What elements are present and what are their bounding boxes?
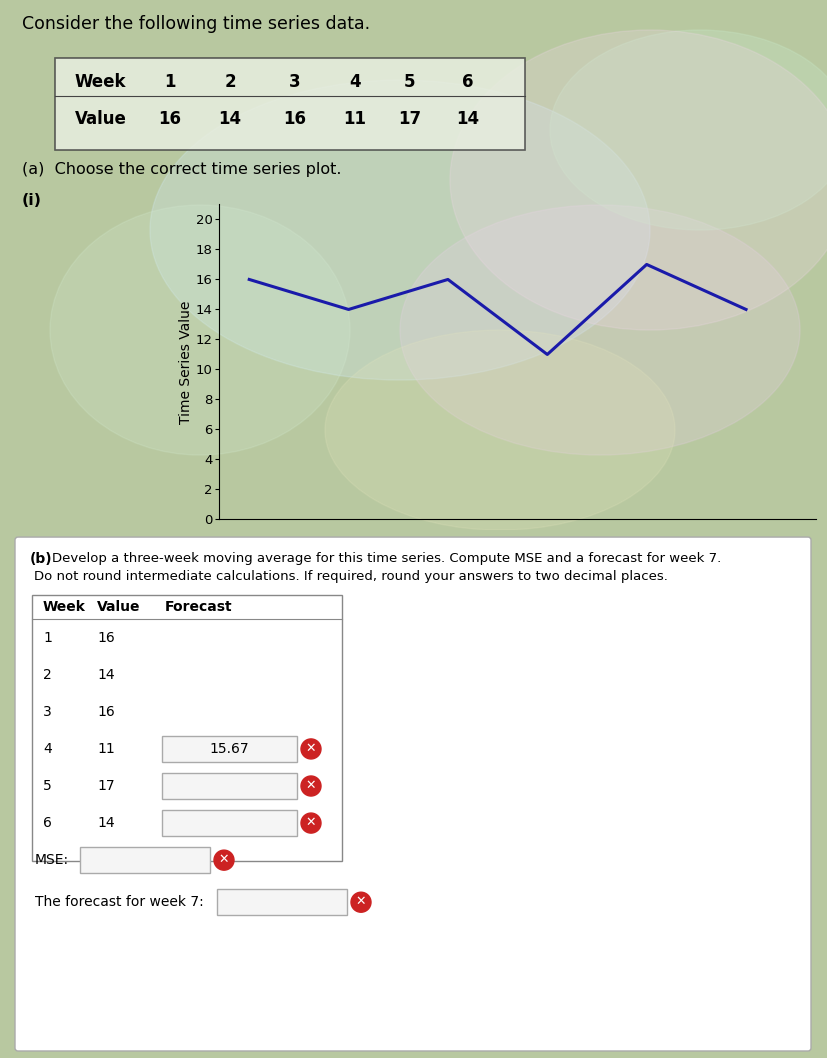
Text: Develop a three-week moving average for this time series. Compute MSE and a fore: Develop a three-week moving average for … — [52, 552, 720, 565]
Circle shape — [301, 776, 321, 796]
Text: (b): (b) — [30, 552, 53, 566]
Text: Value: Value — [97, 600, 141, 615]
Text: 14: 14 — [218, 110, 241, 128]
Y-axis label: Time Series Value: Time Series Value — [179, 300, 193, 423]
Text: 3: 3 — [289, 73, 300, 91]
Circle shape — [213, 851, 234, 870]
FancyBboxPatch shape — [80, 847, 210, 873]
Text: Value: Value — [75, 110, 127, 128]
Text: 5: 5 — [43, 779, 51, 794]
Circle shape — [301, 813, 321, 833]
Text: 14: 14 — [97, 668, 114, 681]
Text: 6: 6 — [43, 816, 52, 831]
FancyBboxPatch shape — [162, 736, 297, 762]
Text: 2: 2 — [43, 668, 51, 681]
Text: 17: 17 — [398, 110, 421, 128]
Ellipse shape — [325, 330, 674, 530]
Text: 3: 3 — [43, 705, 51, 718]
Text: Consider the following time series data.: Consider the following time series data. — [22, 15, 370, 33]
Ellipse shape — [399, 205, 799, 455]
Text: (i): (i) — [22, 193, 42, 208]
Text: 11: 11 — [97, 742, 115, 756]
FancyBboxPatch shape — [162, 773, 297, 799]
Text: ✕: ✕ — [356, 895, 366, 908]
Text: 16: 16 — [158, 110, 181, 128]
Text: 6: 6 — [461, 73, 473, 91]
Text: 16: 16 — [97, 631, 115, 644]
Text: 15.67: 15.67 — [209, 742, 249, 756]
Ellipse shape — [50, 205, 350, 455]
Ellipse shape — [449, 30, 827, 330]
FancyBboxPatch shape — [55, 58, 524, 150]
Circle shape — [351, 892, 370, 912]
FancyBboxPatch shape — [15, 537, 810, 1051]
Text: 16: 16 — [283, 110, 306, 128]
Text: ✕: ✕ — [218, 853, 229, 867]
FancyBboxPatch shape — [162, 810, 297, 836]
Text: 17: 17 — [97, 779, 114, 794]
FancyBboxPatch shape — [217, 889, 347, 915]
Text: MSE:: MSE: — [35, 853, 69, 868]
Text: Week: Week — [75, 73, 127, 91]
Text: 16: 16 — [97, 705, 115, 718]
Text: ✕: ✕ — [305, 816, 316, 829]
Text: 14: 14 — [456, 110, 479, 128]
Text: Do not round intermediate calculations. If required, round your answers to two d: Do not round intermediate calculations. … — [34, 570, 667, 583]
Text: ✕: ✕ — [305, 779, 316, 792]
Text: 4: 4 — [43, 742, 51, 756]
Text: Week: Week — [43, 600, 86, 615]
FancyBboxPatch shape — [32, 596, 342, 860]
Text: 2: 2 — [224, 73, 236, 91]
Text: Forecast: Forecast — [165, 600, 232, 615]
Text: 4: 4 — [349, 73, 361, 91]
Ellipse shape — [150, 80, 649, 380]
Text: 5: 5 — [404, 73, 415, 91]
Text: 1: 1 — [43, 631, 52, 644]
Text: The forecast for week 7:: The forecast for week 7: — [35, 895, 203, 909]
Text: 1: 1 — [164, 73, 175, 91]
Circle shape — [301, 738, 321, 759]
Text: 11: 11 — [343, 110, 366, 128]
Text: ✕: ✕ — [305, 742, 316, 755]
Text: (a)  Choose the correct time series plot.: (a) Choose the correct time series plot. — [22, 162, 341, 177]
Ellipse shape — [549, 30, 827, 230]
Text: 14: 14 — [97, 816, 114, 831]
